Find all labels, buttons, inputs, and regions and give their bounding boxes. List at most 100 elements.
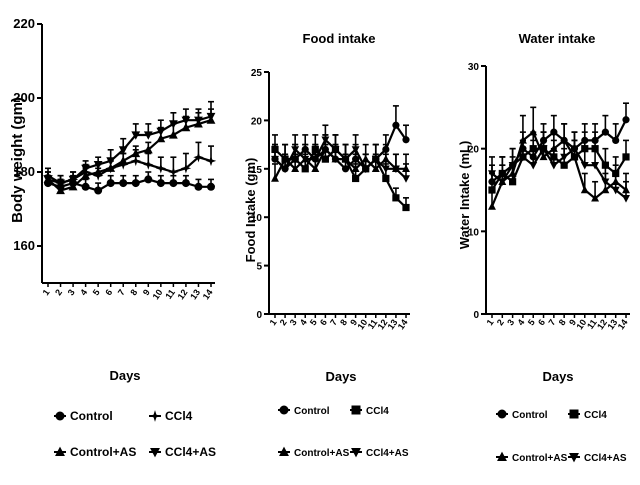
- x-tick-label: 7: [116, 287, 127, 297]
- data-point: [143, 131, 153, 140]
- data-point: [321, 145, 330, 153]
- data-point: [488, 170, 496, 178]
- data-point: [93, 161, 103, 170]
- legend-marker: [279, 405, 289, 415]
- x-tick-label: 4: [298, 317, 309, 327]
- data-point: [601, 128, 609, 136]
- data-point: [156, 179, 165, 188]
- data-point: [529, 127, 538, 136]
- data-point: [580, 185, 589, 194]
- y-tick-label: 15: [251, 165, 263, 176]
- data-point: [156, 133, 166, 143]
- data-point: [622, 153, 630, 161]
- legend-marker: [497, 451, 507, 462]
- x-tick-label: 4: [515, 317, 526, 327]
- y-tick-label: 30: [468, 62, 480, 73]
- x-tick-label: 8: [557, 317, 568, 327]
- legend-item: CCl4+AS: [568, 452, 627, 464]
- data-point: [56, 185, 65, 195]
- data-point: [291, 146, 300, 154]
- data-point: [206, 112, 216, 122]
- data-point: [193, 152, 204, 163]
- data-point: [181, 179, 190, 188]
- data-point: [143, 159, 154, 170]
- x-tick-label: 10: [151, 287, 165, 301]
- legend-label: Control+AS: [294, 448, 350, 459]
- data-point: [93, 170, 104, 181]
- series-ccl4-as: [488, 131, 630, 203]
- legend-marker: [55, 411, 65, 421]
- data-point: [205, 155, 217, 167]
- legend-item: CCl4: [149, 409, 193, 423]
- data-point: [570, 152, 579, 161]
- x-tick-label: 10: [355, 317, 369, 331]
- series-ccl4-as: [271, 124, 410, 183]
- y-tick-label: 20: [251, 116, 263, 127]
- legend-marker: [150, 447, 160, 458]
- series-control-as: [488, 106, 630, 210]
- data-point: [291, 164, 300, 173]
- x-tick-label: 2: [278, 317, 289, 327]
- data-point: [509, 178, 517, 186]
- data-point: [331, 154, 340, 163]
- data-point: [56, 179, 65, 188]
- y-tick-label: 20: [468, 145, 480, 156]
- x-tick-label: 5: [91, 287, 102, 297]
- x-tick-label: 5: [526, 317, 537, 327]
- data-point: [131, 131, 141, 140]
- legend-label: CCl4: [366, 406, 389, 417]
- x-tick-label: 8: [338, 317, 349, 327]
- x-tick-label: 12: [376, 317, 390, 331]
- x-tick-label: 3: [66, 287, 77, 297]
- x-tick-label: 13: [188, 287, 202, 301]
- y-tick-label: 200: [13, 90, 35, 105]
- y-tick-label: 10: [251, 213, 263, 224]
- x-tick-label: 7: [546, 317, 557, 327]
- data-point: [402, 136, 410, 144]
- x-tick-label: 12: [595, 317, 609, 331]
- legend-item: Control+AS: [54, 445, 136, 459]
- x-tick-label: 9: [348, 317, 359, 327]
- x-tick-label: 1: [485, 317, 496, 327]
- data-point: [271, 155, 279, 164]
- legend-item: CCl4: [568, 409, 607, 421]
- data-point: [560, 161, 568, 169]
- x-tick-label: 2: [53, 287, 64, 297]
- data-point: [181, 122, 191, 132]
- data-point: [508, 161, 517, 170]
- data-point: [381, 165, 390, 174]
- data-point: [68, 182, 78, 191]
- legend-label: CCl4+AS: [584, 453, 627, 464]
- x-tick-label: 9: [141, 287, 152, 297]
- x-axis-label: Days: [542, 369, 573, 384]
- x-tick-label: 11: [366, 317, 380, 331]
- data-point: [181, 116, 191, 125]
- x-tick-label: 3: [288, 317, 299, 327]
- data-point: [119, 179, 128, 188]
- x-tick-label: 5: [308, 317, 319, 327]
- x-tick-label: 1: [268, 317, 279, 327]
- data-point: [81, 182, 90, 191]
- x-tick-label: 8: [128, 287, 139, 297]
- x-tick-label: 3: [505, 317, 516, 327]
- data-point: [168, 130, 178, 139]
- data-point: [371, 155, 380, 164]
- data-point: [194, 116, 203, 125]
- legend-item: Control: [278, 405, 330, 417]
- data-point: [207, 182, 215, 191]
- data-point: [194, 182, 203, 191]
- data-point: [301, 165, 309, 173]
- legend-marker: [149, 410, 161, 422]
- data-point: [271, 174, 279, 182]
- data-point: [94, 186, 103, 195]
- data-point: [168, 166, 179, 178]
- x-tick-label: 14: [201, 287, 215, 301]
- legend-item: Control+AS: [496, 451, 568, 464]
- y-tick-label: 10: [468, 227, 480, 238]
- y-tick-label: 25: [251, 68, 263, 79]
- data-point: [622, 116, 630, 124]
- data-point: [143, 145, 153, 154]
